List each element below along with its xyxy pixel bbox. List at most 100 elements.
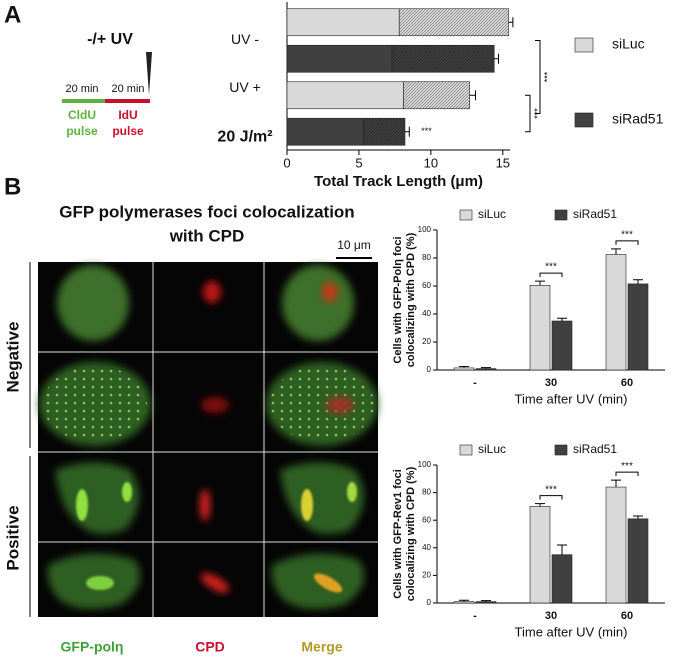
y-axis-label: colocalizing with CPD (%) — [405, 466, 417, 601]
category-label: UV - — [231, 31, 259, 47]
y-tick-label: 0 — [427, 598, 432, 607]
legend-swatch — [554, 444, 568, 456]
bar-idu — [403, 81, 471, 110]
uv-arrow — [146, 52, 152, 95]
column-label: CPD — [195, 639, 225, 655]
error-bar — [404, 126, 410, 137]
diagram-title: -/+ UV — [87, 31, 133, 48]
x-axis-label: Time after UV (min) — [515, 391, 628, 406]
bar — [529, 284, 551, 371]
x-tick-label: 15 — [496, 155, 510, 170]
x-axis-label: Time after UV (min) — [515, 624, 628, 639]
x-tick-label: 10 — [424, 155, 438, 170]
x-tick-label: 5 — [355, 155, 362, 170]
error-bar — [611, 479, 621, 488]
legend-label: siRad51 — [573, 207, 617, 221]
row-label: Negative — [3, 322, 22, 393]
x-tick-label: - — [473, 610, 477, 622]
x-tick-label: 60 — [621, 610, 633, 622]
bar — [453, 601, 475, 604]
bar — [475, 368, 497, 371]
legend-swatch — [459, 444, 473, 456]
legend-label: siLuc — [478, 442, 506, 456]
pulse-name: IdU — [118, 108, 137, 122]
duration: 20 min — [65, 83, 98, 95]
legend-label: siRad51 — [612, 111, 664, 127]
panel-label: B — [4, 173, 21, 200]
significance: *** — [421, 126, 432, 136]
error-bar — [481, 600, 491, 602]
category-note: 20 J/m² — [217, 129, 272, 146]
bracket — [539, 495, 563, 500]
error-bar — [459, 599, 469, 602]
error-bar — [481, 367, 491, 369]
error-bar — [469, 90, 476, 101]
panel-title: with CPD — [169, 226, 245, 245]
y-tick-label: 80 — [422, 488, 431, 497]
scale-bar-label: 10 μm — [337, 238, 371, 252]
significance: *** — [542, 71, 552, 82]
x-tick-label: 30 — [545, 377, 557, 389]
y-tick-label: 40 — [422, 543, 431, 552]
bracket — [615, 471, 639, 477]
y-tick-label: 100 — [418, 460, 432, 469]
bracket — [535, 40, 541, 114]
error-bar — [494, 53, 499, 64]
error-bar — [633, 515, 643, 519]
panel-label: A — [4, 1, 21, 28]
y-tick-label: 40 — [422, 309, 431, 318]
duration: 20 min — [111, 83, 144, 95]
y-tick-label: 0 — [427, 365, 432, 374]
x-tick-label: - — [473, 377, 477, 389]
legend-label: siLuc — [478, 207, 506, 221]
column-label: Merge — [301, 639, 342, 655]
significance: *** — [621, 230, 633, 241]
y-tick-label: 20 — [422, 337, 431, 346]
pulse-label: pulse — [112, 124, 144, 138]
error-bar — [633, 279, 643, 284]
significance: *** — [545, 262, 557, 273]
bar — [551, 320, 573, 371]
bar-idu — [391, 44, 495, 73]
error-bar — [611, 248, 621, 255]
error-bar — [508, 17, 514, 28]
x-tick-label: 60 — [621, 377, 633, 389]
x-axis-label: Total Track Length (μm) — [314, 173, 483, 190]
bar-cldu — [286, 81, 404, 110]
legend-swatch — [574, 112, 594, 128]
y-axis-label: Cells with GFP-Polη foci — [392, 236, 404, 363]
bar-idu — [362, 117, 406, 146]
bracket — [615, 240, 639, 245]
row-label: Positive — [3, 505, 22, 570]
x-tick-label: 30 — [545, 610, 557, 622]
micrographs — [38, 262, 378, 617]
error-bar — [557, 317, 567, 321]
error-bar — [535, 503, 545, 507]
error-bar — [535, 280, 545, 286]
bar — [627, 518, 649, 604]
pulse-name: CldU — [68, 108, 96, 122]
y-tick-label: 20 — [422, 571, 431, 580]
x-tick-label: 0 — [283, 155, 290, 170]
y-axis-label: Cells with GFP-Rev1 foci — [392, 469, 404, 599]
bar — [453, 367, 475, 371]
bar — [551, 554, 573, 604]
bar — [605, 254, 627, 371]
bar-idu — [398, 8, 509, 37]
category-label: UV + — [229, 79, 261, 95]
significance: *** — [621, 461, 633, 472]
y-tick-label: 60 — [422, 281, 431, 290]
bracket — [525, 94, 531, 133]
legend-swatch — [459, 209, 473, 221]
bar-cldu — [286, 44, 393, 73]
column-label: GFP-polη — [61, 639, 124, 655]
bar-cldu — [286, 8, 400, 37]
bar — [605, 486, 627, 604]
y-tick-label: 100 — [418, 225, 432, 234]
bar — [475, 601, 497, 604]
bar — [529, 506, 551, 604]
legend-label: siLuc — [612, 36, 645, 52]
legend-swatch — [554, 209, 568, 221]
bar — [627, 283, 649, 371]
